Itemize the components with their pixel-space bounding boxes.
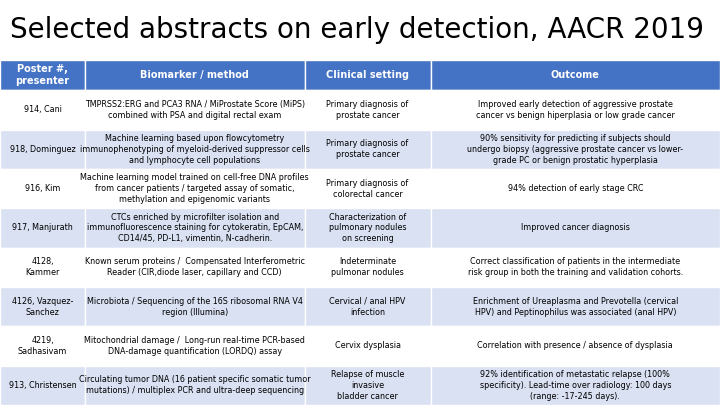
Bar xyxy=(305,247,431,287)
Bar xyxy=(305,90,431,130)
Bar xyxy=(0,208,85,247)
Bar xyxy=(431,60,720,90)
Text: Improved cancer diagnosis: Improved cancer diagnosis xyxy=(521,224,630,232)
Text: Cervix dysplasia: Cervix dysplasia xyxy=(335,341,400,350)
Bar xyxy=(305,366,431,405)
Text: Primary diagnosis of
prostate cancer: Primary diagnosis of prostate cancer xyxy=(326,100,409,120)
Bar xyxy=(305,60,431,90)
Bar xyxy=(431,208,720,247)
Bar xyxy=(0,130,85,169)
Text: Correlation with presence / absence of dysplasia: Correlation with presence / absence of d… xyxy=(477,341,673,350)
Text: 94% detection of early stage CRC: 94% detection of early stage CRC xyxy=(508,184,643,193)
Bar xyxy=(0,287,85,326)
Text: Selected abstracts on early detection, AACR 2019: Selected abstracts on early detection, A… xyxy=(10,16,704,44)
Text: Indeterminate
pulmonar nodules: Indeterminate pulmonar nodules xyxy=(331,258,404,277)
Bar xyxy=(0,247,85,287)
Text: Biomarker / method: Biomarker / method xyxy=(140,70,249,80)
Text: Outcome: Outcome xyxy=(551,70,600,80)
Text: 90% sensitivity for predicting if subjects should
undergo biopsy (aggressive pro: 90% sensitivity for predicting if subjec… xyxy=(467,134,683,164)
Bar xyxy=(0,60,85,90)
Bar xyxy=(431,247,720,287)
Bar xyxy=(305,130,431,169)
Bar xyxy=(85,169,305,208)
Bar xyxy=(85,90,305,130)
Text: Cervical / anal HPV
infection: Cervical / anal HPV infection xyxy=(329,297,406,317)
Text: TMPRSS2:ERG and PCA3 RNA / MiProstate Score (MiPS)
combined with PSA and digital: TMPRSS2:ERG and PCA3 RNA / MiProstate Sc… xyxy=(85,100,305,120)
Text: 4219,
Sadhasivam: 4219, Sadhasivam xyxy=(18,336,67,356)
Bar xyxy=(85,60,305,90)
Text: 4126, Vazquez-
Sanchez: 4126, Vazquez- Sanchez xyxy=(12,297,73,317)
Text: 916, Kim: 916, Kim xyxy=(24,184,60,193)
Text: Machine learning based upon flowcytometry
immunophenotyping of myeloid-derived s: Machine learning based upon flowcytometr… xyxy=(80,134,310,164)
Bar xyxy=(85,366,305,405)
Bar xyxy=(0,366,85,405)
Text: Relapse of muscle
invasive
bladder cancer: Relapse of muscle invasive bladder cance… xyxy=(331,370,404,401)
Text: Primary diagnosis of
prostate cancer: Primary diagnosis of prostate cancer xyxy=(326,139,409,159)
Text: Characterization of
pulmonary nodules
on screening: Characterization of pulmonary nodules on… xyxy=(329,213,406,243)
Text: 92% identification of metastatic relapse (100%
specificity). Lead-time over radi: 92% identification of metastatic relapse… xyxy=(480,370,671,401)
Bar xyxy=(431,90,720,130)
Bar xyxy=(431,169,720,208)
Text: CTCs enriched by microfilter isolation and
immunofluorescence staining for cytok: CTCs enriched by microfilter isolation a… xyxy=(86,213,303,243)
Bar xyxy=(85,326,305,366)
Bar xyxy=(85,247,305,287)
Text: 4128,
Kammer: 4128, Kammer xyxy=(25,258,60,277)
Bar xyxy=(0,326,85,366)
Bar xyxy=(305,287,431,326)
Bar xyxy=(85,208,305,247)
Bar xyxy=(431,130,720,169)
Text: Clinical setting: Clinical setting xyxy=(326,70,409,80)
Bar xyxy=(431,287,720,326)
Bar xyxy=(431,326,720,366)
Text: Improved early detection of aggressive prostate
cancer vs benign hiperplasia or : Improved early detection of aggressive p… xyxy=(476,100,675,120)
Text: Circulating tumor DNA (16 patient specific somatic tumor
mutations) / multiplex : Circulating tumor DNA (16 patient specif… xyxy=(79,375,310,395)
Bar xyxy=(305,326,431,366)
Bar xyxy=(85,130,305,169)
Bar xyxy=(305,169,431,208)
Text: Mitochondrial damage /  Long-run real-time PCR-based
DNA-damage quantification (: Mitochondrial damage / Long-run real-tim… xyxy=(84,336,305,356)
Text: Enrichment of Ureaplasma and Prevotella (cervical
HPV) and Peptinophilus was ass: Enrichment of Ureaplasma and Prevotella … xyxy=(472,297,678,317)
Text: Microbiota / Sequencing of the 16S ribosomal RNA V4
region (Illumina): Microbiota / Sequencing of the 16S ribos… xyxy=(87,297,302,317)
Text: Known serum proteins /  Compensated Interferometric
Reader (CIR,diode laser, cap: Known serum proteins / Compensated Inter… xyxy=(85,258,305,277)
Text: Primary diagnosis of
colorectal cancer: Primary diagnosis of colorectal cancer xyxy=(326,179,409,198)
Bar xyxy=(0,90,85,130)
Text: 917, Manjurath: 917, Manjurath xyxy=(12,224,73,232)
Bar xyxy=(85,287,305,326)
Text: 918, Dominguez: 918, Dominguez xyxy=(9,145,76,154)
Text: Poster #,
presenter: Poster #, presenter xyxy=(15,64,70,86)
Text: Correct classification of patients in the intermediate
risk group in both the tr: Correct classification of patients in th… xyxy=(468,258,683,277)
Bar xyxy=(431,366,720,405)
Bar xyxy=(305,208,431,247)
Bar xyxy=(0,169,85,208)
Text: 914, Cani: 914, Cani xyxy=(24,105,61,115)
Text: 913, Christensen: 913, Christensen xyxy=(9,381,76,390)
Text: Machine learning model trained on cell-free DNA profiles
from cancer patients / : Machine learning model trained on cell-f… xyxy=(81,173,309,204)
